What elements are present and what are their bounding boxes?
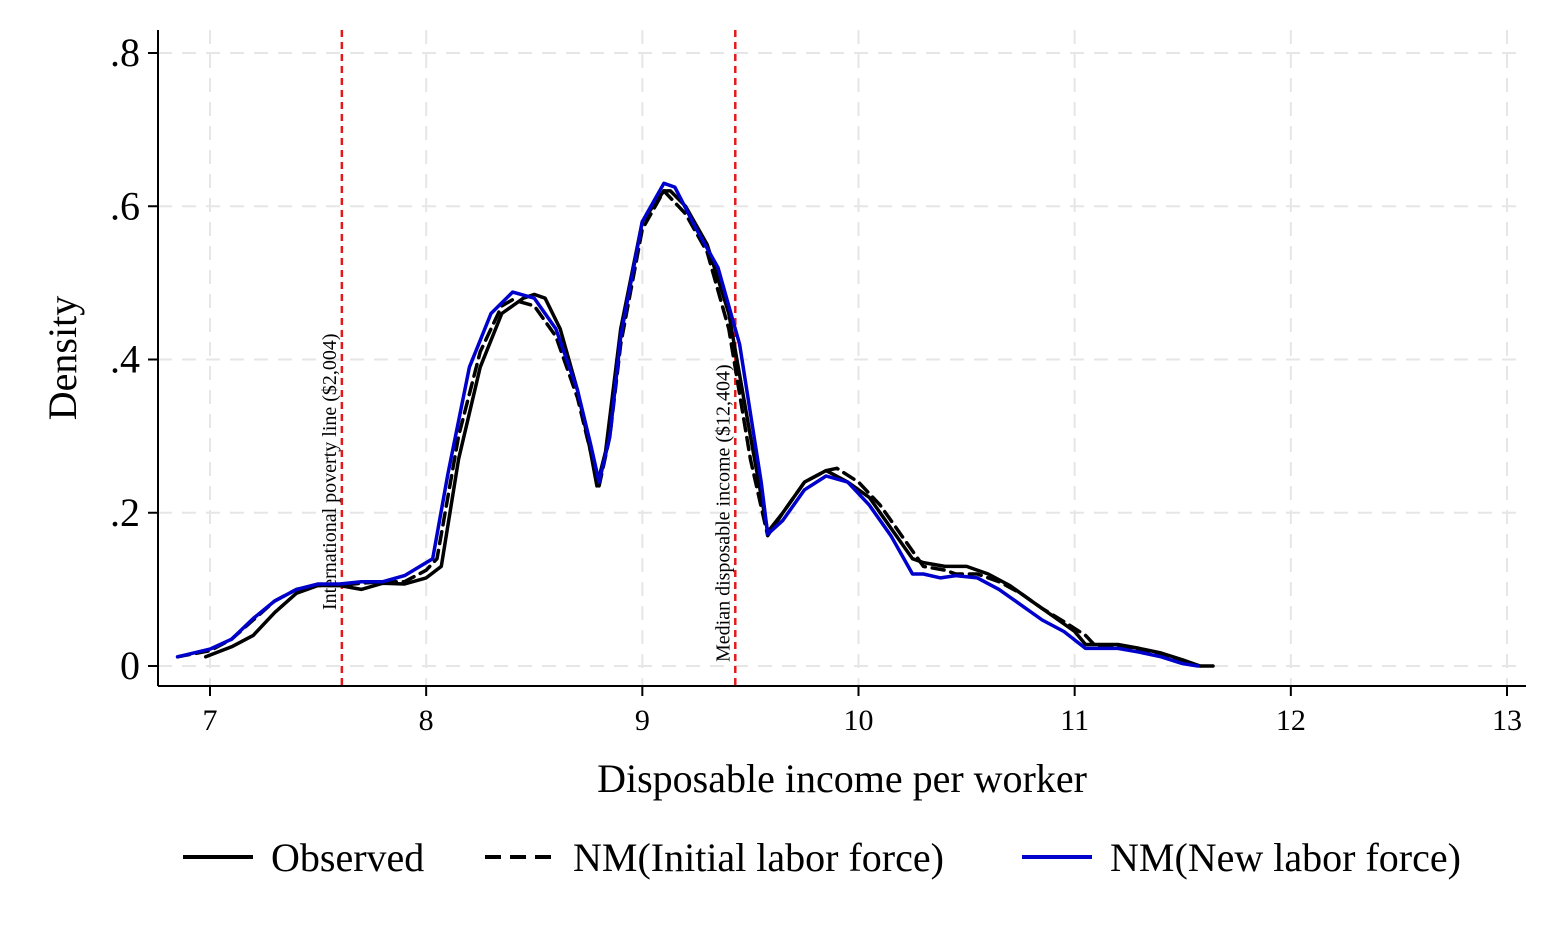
legend-label-1: Observed: [271, 835, 424, 880]
x-tick-label: 12: [1276, 704, 1306, 737]
reference-line-label: International poverty line ($2,004): [319, 333, 341, 610]
reference-line-label: Median disposable income ($12,404): [712, 364, 734, 662]
grid: [158, 30, 1526, 686]
y-axis-title: Density: [40, 296, 85, 420]
x-axis-title: Disposable income per worker: [597, 756, 1087, 801]
y-tick-label: .4: [110, 337, 140, 382]
x-tick-label: 8: [419, 704, 434, 737]
x-tick-label: 7: [203, 704, 218, 737]
series-line-3: [175, 181, 1200, 668]
y-tick-label: .2: [110, 490, 140, 535]
x-tick-label: 11: [1060, 704, 1089, 737]
y-tick-label: 0: [120, 643, 140, 688]
legend-label-3: NM(New labor force): [1110, 835, 1461, 880]
legend: Observed NM(Initial labor force) NM(New la…: [183, 835, 1461, 880]
x-tick-label: 13: [1492, 704, 1522, 737]
y-tick-label: .6: [110, 183, 140, 228]
x-tick-label: 9: [635, 704, 650, 737]
y-tick-label: .8: [110, 30, 140, 75]
reference-lines: International poverty line ($2,004) Media…: [319, 30, 737, 686]
series-lines: [175, 181, 1215, 668]
legend-label-2: NM(Initial labor force): [573, 835, 944, 880]
axes: 0 .2 .4 .6 .8 7 8 9 10 11 12 13: [110, 30, 1526, 737]
x-tick-label: 10: [844, 704, 874, 737]
